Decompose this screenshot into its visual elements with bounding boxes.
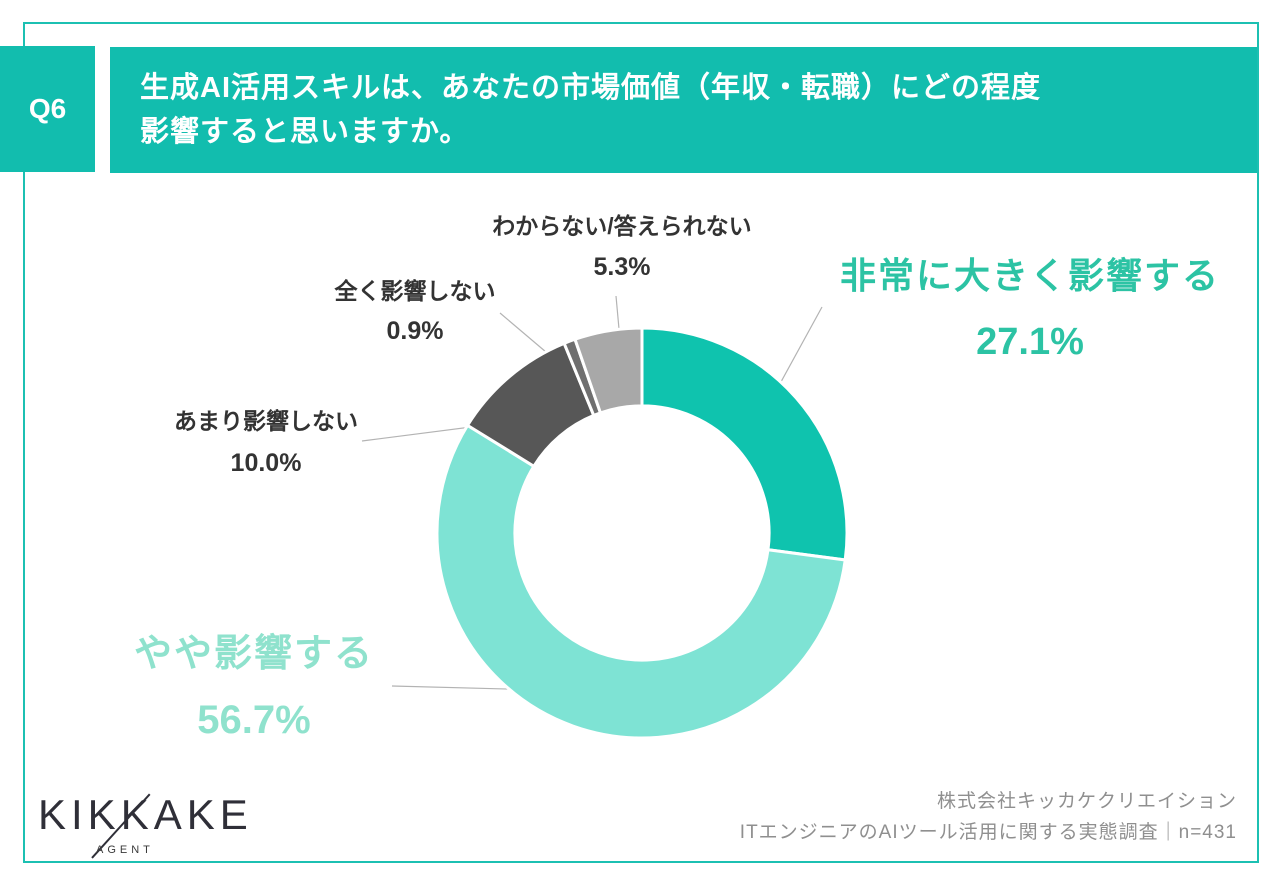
segment-value-yaya: 56.7% [197, 697, 311, 742]
donut-segment-0 [640, 326, 849, 562]
segment-label-mattaku: 全く影響しない [334, 278, 496, 304]
source-company: 株式会社キッカケクリエイション [936, 791, 1237, 812]
segment-value-wakaranai: 5.3% [593, 252, 651, 281]
segment-label-wakaranai: わからない/答えられない [492, 213, 752, 239]
segment-label-hijou: 非常に大きく影響する [839, 255, 1220, 296]
segment-value-amari: 10.0% [230, 448, 302, 477]
label-amari-eikyou-shinai: あまり影響しない 10.0% [66, 408, 466, 477]
label-yaya-eikyou-suru: やや影響する 56.7% [54, 633, 454, 742]
label-hijou-ni-ookiku-eikyou: 非常に大きく影響する 27.1% [820, 256, 1240, 363]
segment-value-hijou: 27.1% [976, 320, 1084, 363]
question-title-line1: 生成AI活用スキルは、あなたの市場価値（年収・転職）にどの程度 [140, 72, 1042, 104]
logo-wordmark: KIKKAKE [38, 791, 253, 838]
donut-svg [435, 326, 849, 740]
label-mattaku-eikyou-shinai: 全く影響しない 0.9% [215, 278, 615, 345]
logo-subtext: AGENT [96, 844, 154, 856]
segment-value-mattaku: 0.9% [386, 316, 444, 345]
segment-label-yaya: やや影響する [133, 633, 374, 675]
question-number-badge: Q6 [0, 46, 95, 172]
question-title-line2: 影響すると思いますか。 [140, 116, 470, 148]
source-attribution: 株式会社キッカケクリエイション ITエンジニアのAIツール活用に関する実態調査｜… [740, 786, 1237, 848]
donut-segment-4 [573, 326, 644, 415]
border-frame [23, 22, 1259, 863]
kikkake-agent-logo: KIKKAKE AGENT [38, 794, 258, 860]
question-number: Q6 [28, 93, 67, 124]
segment-label-amari: あまり影響しない [174, 408, 358, 434]
question-title-bar: 生成AI活用スキルは、あなたの市場価値（年収・転職）にどの程度 影響すると思いま… [110, 47, 1257, 173]
donut-chart [432, 323, 852, 743]
donut-segment-1 [435, 423, 847, 740]
source-survey: ITエンジニアのAIツール活用に関する実態調査｜n=431 [739, 822, 1237, 843]
label-wakaranai: わからない/答えられない 5.3% [422, 213, 822, 281]
